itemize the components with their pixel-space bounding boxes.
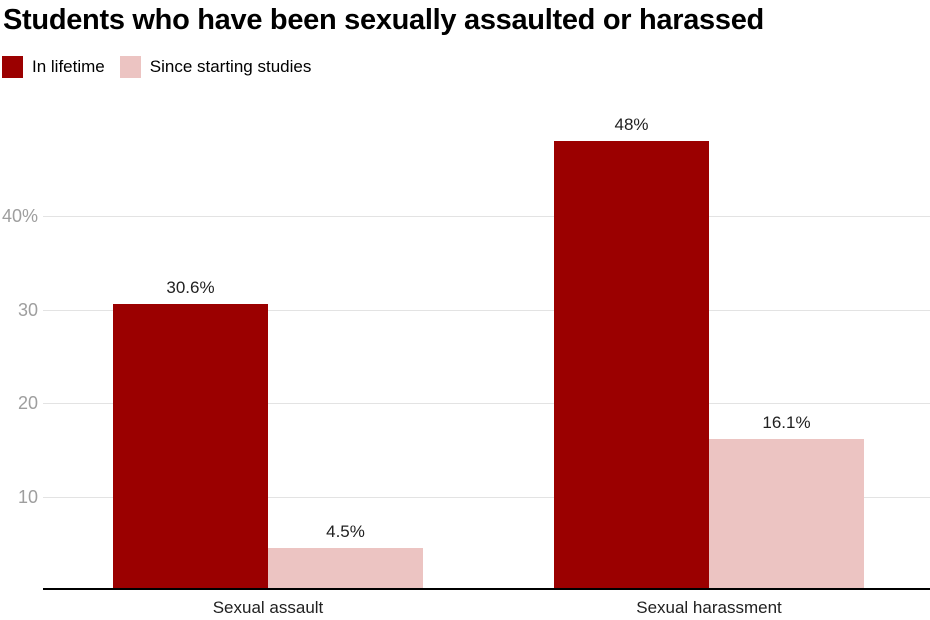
legend-item-in-lifetime: In lifetime xyxy=(2,56,105,78)
gridline-20 xyxy=(43,403,930,404)
value-label-since-starting-studies-sexual-assault: 4.5% xyxy=(326,521,365,541)
bar-since-starting-studies-sexual-assault xyxy=(268,548,423,590)
bar-in-lifetime-sexual-harassment xyxy=(554,141,709,590)
y-tick-label-10: 10 xyxy=(17,487,38,507)
chart-title: Students who have been sexually assaulte… xyxy=(3,4,764,36)
y-tick-label-30: 30 xyxy=(17,300,38,320)
bar-in-lifetime-sexual-assault xyxy=(113,304,268,590)
value-label-in-lifetime-sexual-harassment: 48% xyxy=(614,115,649,135)
x-category-label-sexual-harassment: Sexual harassment xyxy=(636,598,782,617)
y-tick-label-20: 20 xyxy=(17,393,38,413)
y-tick-label-40: 40% xyxy=(1,206,38,226)
legend-label-in-lifetime: In lifetime xyxy=(32,57,105,76)
value-label-in-lifetime-sexual-assault: 30.6% xyxy=(166,277,215,297)
legend-swatch-since-starting-studies xyxy=(119,56,141,78)
gridline-10 xyxy=(43,497,930,498)
legend-swatch-in-lifetime xyxy=(2,56,23,78)
gridline-30 xyxy=(43,310,930,311)
x-axis-line xyxy=(43,588,930,590)
value-label-since-starting-studies-sexual-harassment: 16.1% xyxy=(762,413,811,433)
gridline-40 xyxy=(43,216,930,217)
legend-item-since-starting-studies: Since starting studies xyxy=(119,56,312,78)
bar-since-starting-studies-sexual-harassment xyxy=(709,439,864,590)
legend: In lifetime Since starting studies xyxy=(2,56,311,78)
x-category-label-sexual-assault: Sexual assault xyxy=(212,598,324,617)
legend-label-since-starting-studies: Since starting studies xyxy=(149,57,312,76)
